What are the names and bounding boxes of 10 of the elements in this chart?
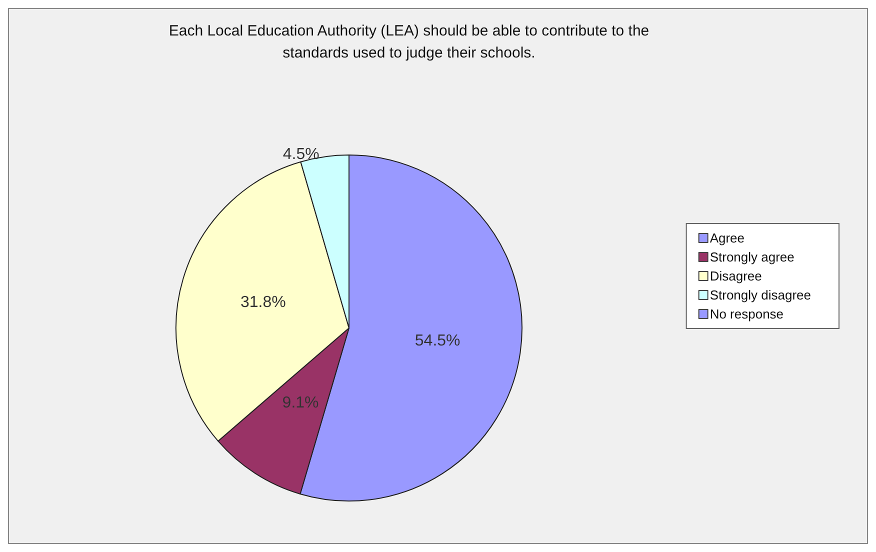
legend-label: Agree [710,230,745,246]
data-label: 9.1% [282,394,319,412]
legend-label: No response [710,306,784,322]
legend-label: Strongly agree [710,250,794,264]
data-label: 4.5% [282,146,320,164]
legend-label: Strongly disagree [710,288,812,302]
chart-title: Each Local Education Authority (LEA) should be able to contribute to the standards used to judge their schools. [168,22,650,62]
legend-label: Disagree [710,268,762,284]
data-label: 54.5% [414,332,460,350]
data-label: 31.8% [240,294,286,312]
